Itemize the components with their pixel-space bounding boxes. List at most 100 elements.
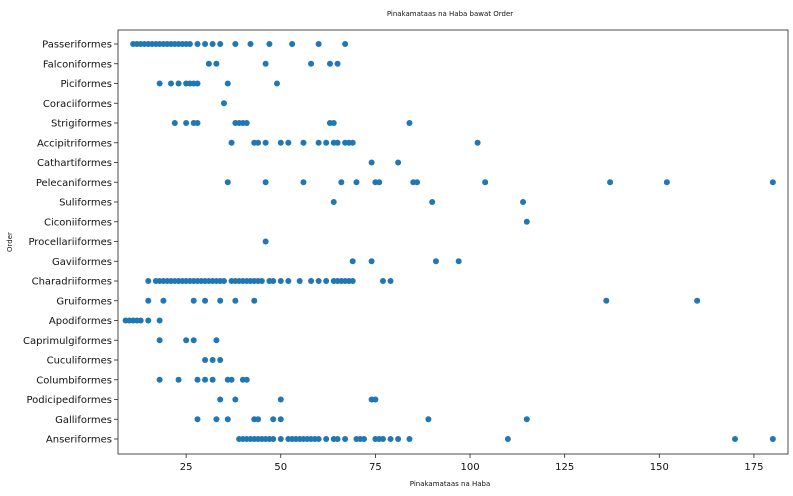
data-point	[330, 199, 337, 205]
y-tick-label: Gruiformes	[56, 296, 112, 307]
data-point	[220, 278, 227, 284]
data-point	[300, 139, 307, 146]
data-point	[482, 179, 489, 186]
y-tick-label: Caprimulgiformes	[23, 336, 112, 347]
data-point	[308, 278, 315, 284]
data-point	[217, 357, 224, 363]
data-point	[323, 139, 330, 146]
y-tick-label: Suliformes	[59, 198, 112, 209]
data-point	[330, 120, 337, 126]
data-point	[406, 120, 413, 126]
data-point	[273, 80, 280, 87]
data-point	[349, 258, 356, 265]
data-point	[186, 41, 193, 47]
data-point	[285, 139, 292, 146]
data-point	[213, 337, 220, 344]
data-point	[213, 416, 220, 423]
data-point	[270, 436, 277, 442]
x-axis-title: Pinakamataas na Haba	[410, 480, 491, 488]
data-point	[315, 41, 322, 47]
data-point	[183, 120, 190, 126]
data-point	[338, 179, 345, 186]
data-point	[213, 60, 220, 67]
data-point	[183, 337, 190, 344]
data-point	[732, 436, 739, 442]
chart-title: Pinakamataas na Haba bawat Order	[387, 10, 513, 18]
data-point	[326, 60, 333, 67]
data-point	[202, 376, 209, 383]
data-point	[255, 139, 262, 146]
data-point	[137, 317, 144, 324]
plot-frame	[117, 29, 789, 455]
data-point	[277, 396, 284, 403]
data-point	[315, 278, 322, 284]
data-point	[156, 376, 163, 383]
y-tick-label: Pelecaniformes	[36, 178, 112, 189]
data-point	[202, 357, 209, 363]
data-point	[175, 80, 182, 87]
data-point	[243, 120, 250, 126]
data-point	[175, 376, 182, 383]
data-point	[520, 199, 527, 205]
data-point	[368, 159, 375, 166]
data-point	[663, 179, 670, 186]
data-point	[387, 278, 394, 284]
data-point	[379, 278, 386, 284]
data-point	[145, 317, 152, 324]
y-tick-label: Strigiformes	[51, 119, 112, 130]
data-point	[406, 436, 413, 442]
data-point	[323, 278, 330, 284]
y-tick-label: Passeriformes	[42, 40, 112, 51]
data-point	[395, 436, 402, 442]
data-point	[262, 179, 269, 186]
data-point	[217, 41, 224, 47]
data-point	[277, 278, 284, 284]
y-tick-label: Podicipediformes	[27, 395, 113, 406]
data-point	[270, 416, 277, 423]
data-point	[232, 297, 239, 304]
data-point	[167, 80, 174, 87]
data-point	[224, 416, 231, 423]
y-tick-label: Ciconiiformes	[44, 217, 112, 228]
data-point	[432, 258, 439, 265]
data-point	[296, 278, 303, 284]
data-point	[251, 297, 258, 304]
data-point	[277, 416, 284, 423]
data-point	[262, 60, 269, 67]
data-point	[255, 416, 262, 423]
data-point	[315, 139, 322, 146]
data-point	[334, 139, 341, 146]
x-tick-label: 150	[650, 462, 669, 473]
data-point	[194, 120, 201, 126]
x-axis-ticks: 25 50 75 100 125 150 175	[180, 454, 763, 473]
x-tick-label: 175	[744, 462, 763, 473]
data-point	[228, 376, 235, 383]
data-point	[308, 60, 315, 67]
data-point	[160, 297, 167, 304]
y-tick-label: Gaviiformes	[52, 257, 112, 268]
x-tick-label: 25	[180, 462, 193, 473]
data-point	[209, 41, 216, 47]
data-point	[395, 159, 402, 166]
data-point	[247, 41, 254, 47]
data-point	[156, 337, 163, 344]
data-point	[145, 297, 152, 304]
data-point	[220, 100, 227, 107]
data-point	[414, 179, 421, 186]
y-tick-label: Apodiformes	[49, 316, 112, 327]
data-point	[474, 139, 481, 146]
y-tick-label: Galliformes	[55, 415, 112, 426]
data-point	[277, 139, 284, 146]
data-point	[270, 278, 277, 284]
data-point	[171, 120, 178, 126]
data-point	[156, 80, 163, 87]
data-point	[277, 436, 284, 442]
data-point	[224, 80, 231, 87]
data-point	[342, 41, 349, 47]
data-point	[156, 317, 163, 324]
data-point	[194, 80, 201, 87]
data-point	[349, 278, 356, 284]
data-point	[769, 436, 776, 442]
x-tick-label: 125	[555, 462, 574, 473]
